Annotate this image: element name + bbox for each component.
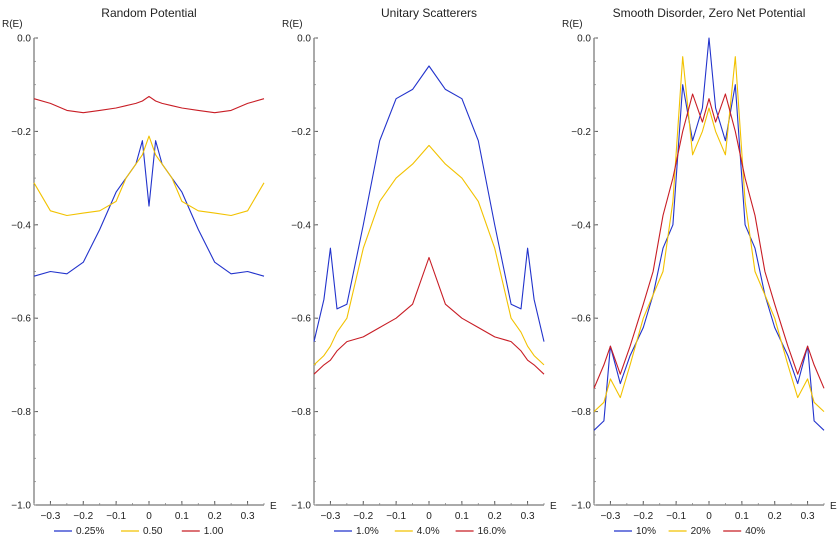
y-tick-label: −0.4	[11, 220, 31, 231]
x-tick-label: 0	[706, 511, 712, 522]
x-tick-label: 0.1	[735, 511, 749, 522]
y-tick-label: −1.0	[11, 501, 31, 512]
chart-panel-1: Random Potential0.0−0.2−0.4−0.6−0.8−1.0−…	[2, 6, 277, 537]
x-tick-label: 0.3	[801, 511, 815, 522]
y-tick-label: −0.2	[571, 127, 591, 138]
y-tick-label: −0.6	[571, 314, 591, 325]
x-axis-label: E	[270, 501, 277, 512]
y-tick-label: −0.2	[11, 127, 31, 138]
x-axis-label: E	[830, 501, 837, 512]
x-axis-label: E	[550, 501, 557, 512]
x-tick-label: −0.2	[73, 511, 93, 522]
y-tick-label: −0.8	[291, 407, 311, 418]
x-tick-label: −0.2	[633, 511, 653, 522]
series-line-1	[593, 37, 825, 431]
legend-label: 1.00	[204, 526, 224, 537]
y-axis-label: R(E)	[282, 19, 303, 30]
x-tick-label: −0.1	[106, 511, 126, 522]
x-tick-label: 0.3	[241, 511, 255, 522]
y-tick-label: −1.0	[571, 501, 591, 512]
x-tick-label: 0.2	[208, 511, 222, 522]
x-tick-label: 0.2	[488, 511, 502, 522]
x-tick-label: −0.1	[386, 511, 406, 522]
legend-label: 10%	[636, 526, 656, 537]
y-tick-label: −0.6	[11, 314, 31, 325]
y-tick-label: −0.4	[291, 220, 311, 231]
series-line-1	[313, 65, 545, 342]
chart-panel-2: Unitary Scatterers 0.0 −0.2 −0.4 −0.6 −0.8 −1.…	[282, 6, 557, 537]
x-tick-label: −0.2	[353, 511, 373, 522]
series-line-3	[593, 93, 825, 389]
y-tick-label: −0.8	[11, 407, 31, 418]
legend: 10% 20% 40%	[614, 526, 765, 537]
legend-label: 0.25%	[76, 526, 104, 537]
x-tick-label: −0.3	[321, 511, 341, 522]
series-line-1	[33, 140, 265, 277]
y-tick-label: −0.4	[571, 220, 591, 231]
legend-label: 40%	[745, 526, 765, 537]
legend-label: 16.0%	[478, 526, 506, 537]
chart-title: Smooth Disorder, Zero Net Potential	[613, 6, 806, 20]
legend: 1.0% 4.0% 16.0%	[334, 526, 506, 537]
series-line-3	[313, 256, 545, 375]
x-tick-label: 0.2	[768, 511, 782, 522]
x-tick-label: −0.1	[666, 511, 686, 522]
y-tick-label: −0.8	[571, 407, 591, 418]
chart-panel-3: Smooth Disorder, Zero Net Potential 0.0 −0…	[562, 6, 837, 537]
chart-title: Random Potential	[101, 6, 196, 20]
x-tick-label: 0.1	[175, 511, 189, 522]
legend-label: 4.0%	[417, 526, 440, 537]
series-line-2	[33, 135, 265, 217]
legend: 0.25% 0.50 1.00	[54, 526, 224, 537]
x-tick-label: 0	[146, 511, 152, 522]
y-tick-label: 0.0	[297, 34, 311, 45]
x-tick-label: 0	[426, 511, 432, 522]
y-tick-label: −0.2	[291, 127, 311, 138]
y-tick-label: 0.0	[17, 34, 31, 45]
x-tick-label: −0.3	[601, 511, 621, 522]
x-tick-label: 0.3	[521, 511, 535, 522]
series-line-2	[593, 56, 825, 413]
series-line-3	[33, 95, 265, 114]
legend-label: 0.50	[143, 526, 163, 537]
y-axis-label: R(E)	[562, 19, 583, 30]
y-tick-label: −0.6	[291, 314, 311, 325]
legend-label: 1.0%	[356, 526, 379, 537]
series-line-2	[313, 144, 545, 366]
legend-label: 20%	[691, 526, 711, 537]
x-tick-label: 0.1	[455, 511, 469, 522]
chart-title: Unitary Scatterers	[381, 6, 477, 20]
y-tick-label: −1.0	[291, 501, 311, 512]
x-tick-label: −0.3	[41, 511, 61, 522]
y-axis-label: R(E)	[2, 19, 23, 30]
y-tick-label: 0.0	[577, 34, 591, 45]
